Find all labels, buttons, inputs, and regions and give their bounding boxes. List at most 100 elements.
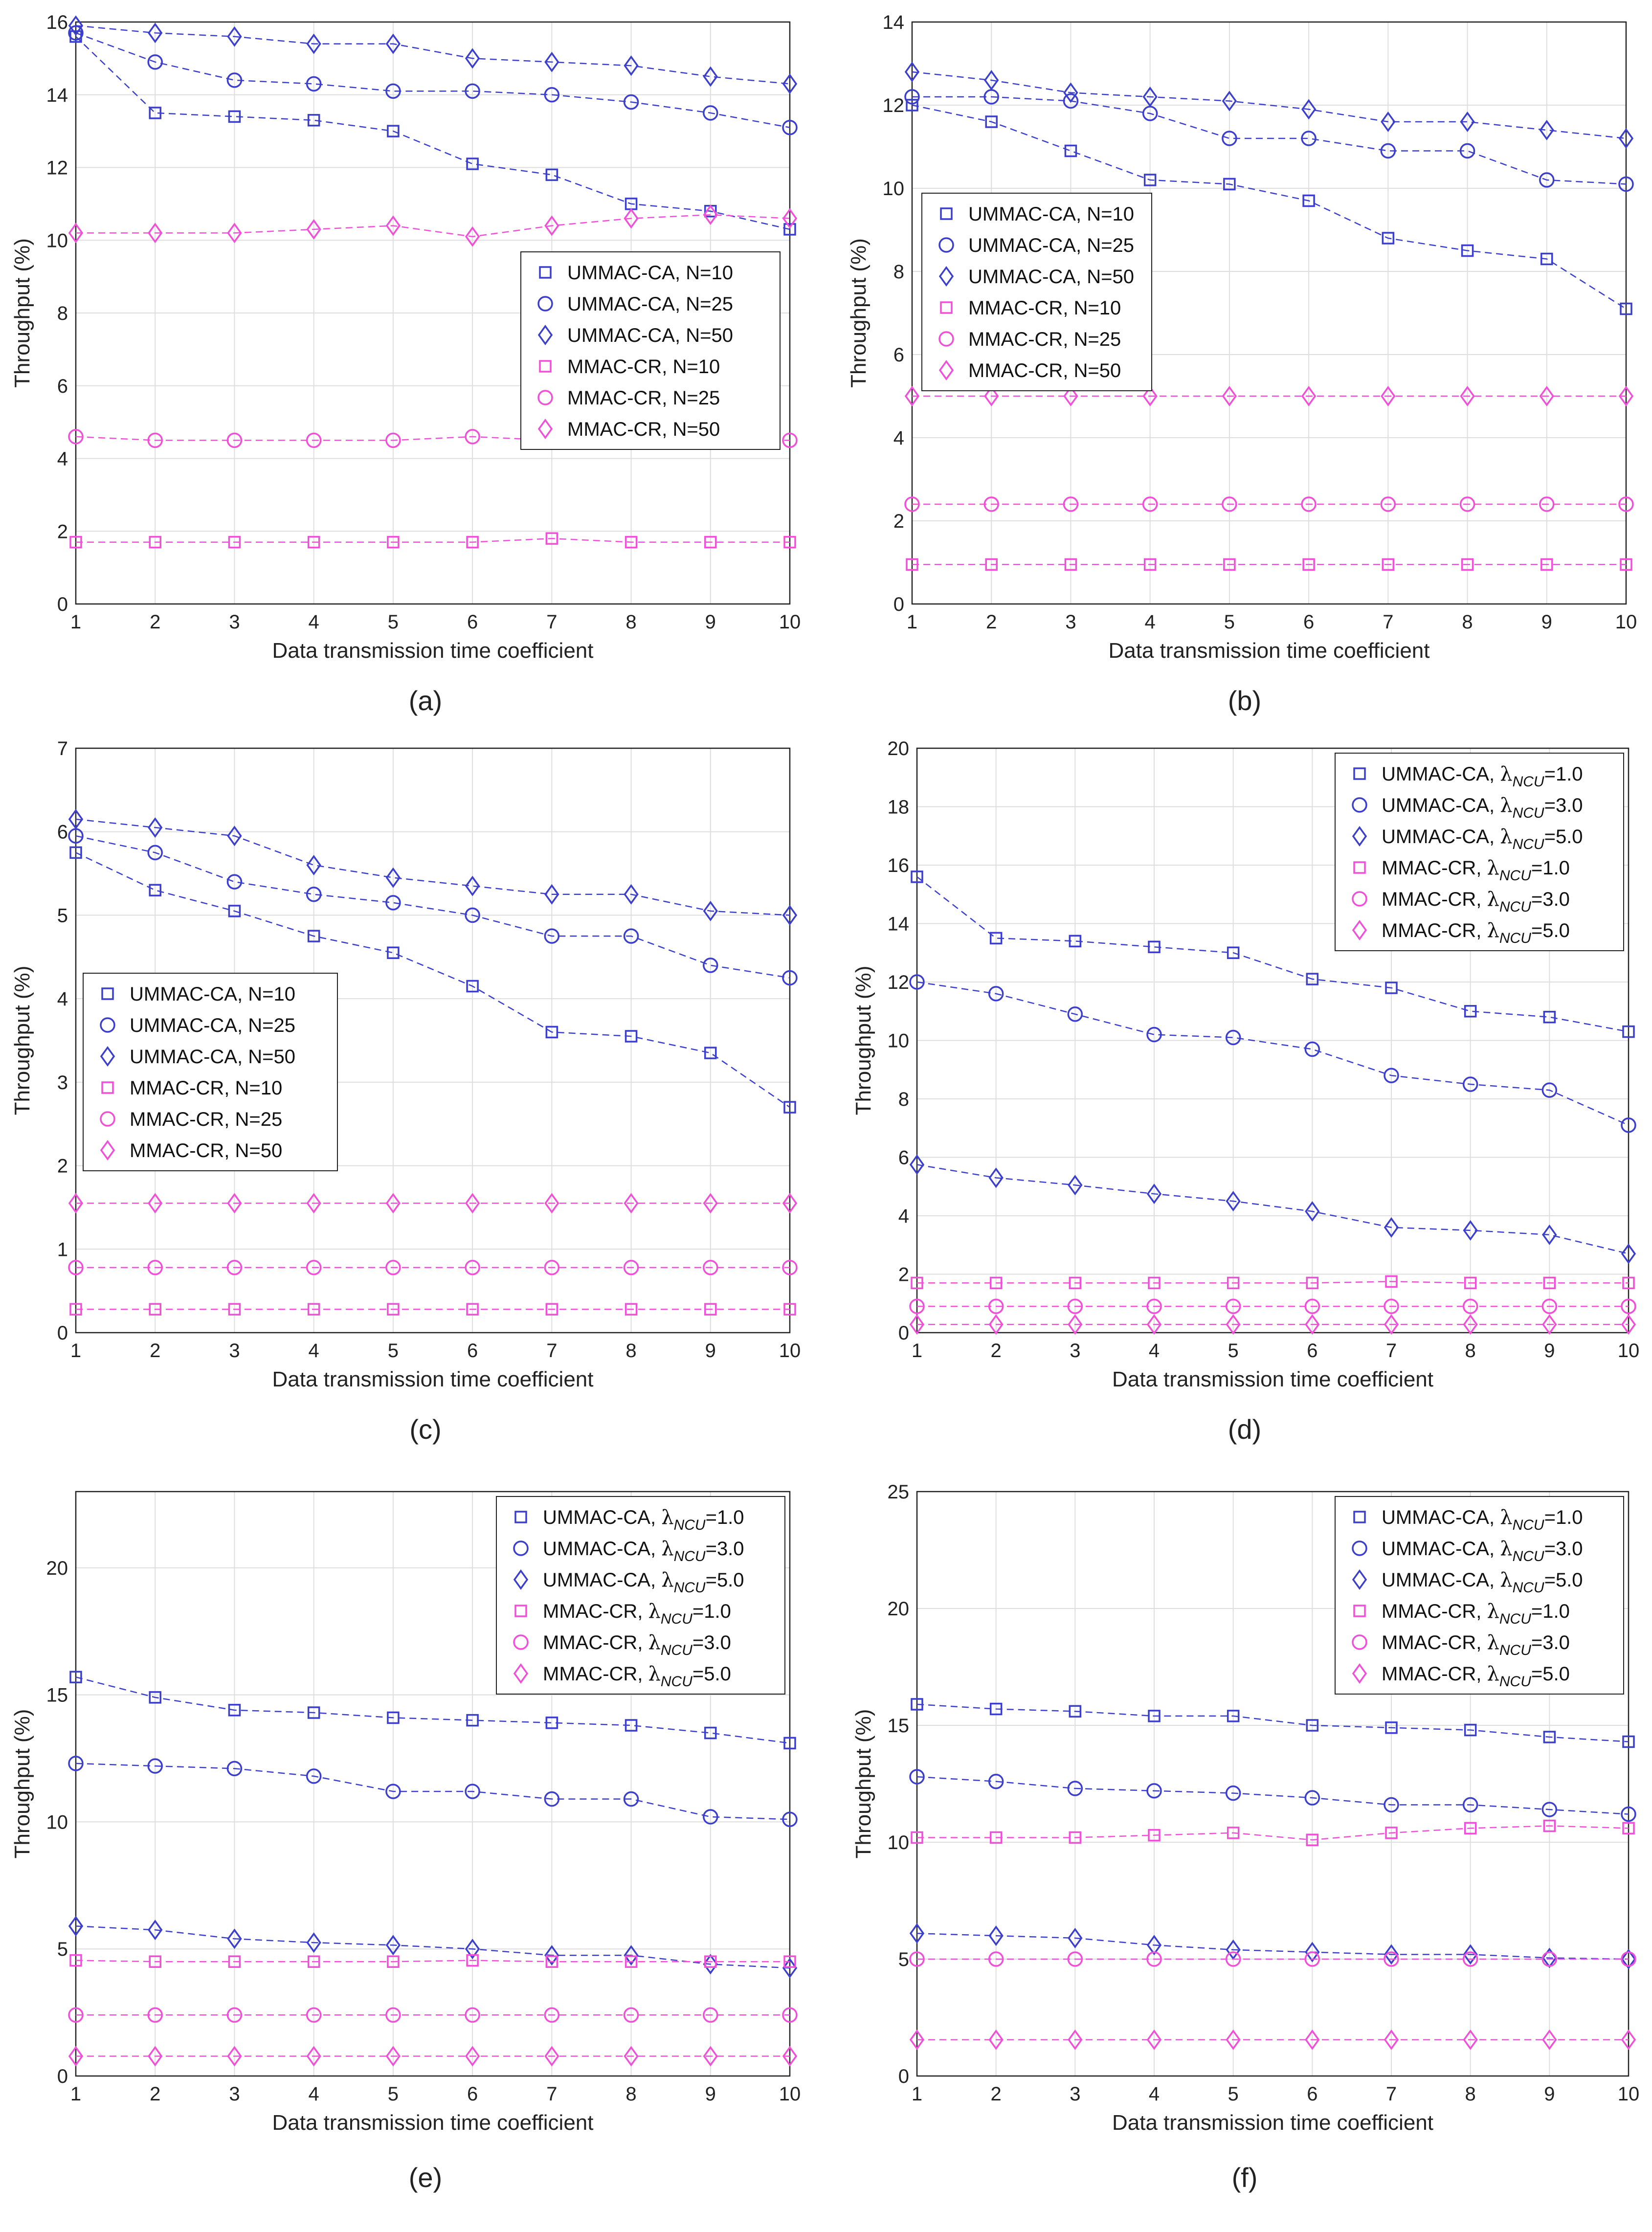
data-point [306, 1260, 322, 1275]
y-axis-label: Throughput (%) [851, 966, 875, 1116]
data-point [624, 55, 639, 76]
data-point [465, 429, 480, 445]
y-tick-label: 2 [893, 511, 904, 532]
data-point [307, 1303, 320, 1316]
data-point [1462, 1076, 1478, 1092]
data-point [625, 1303, 638, 1316]
data-point [385, 895, 401, 911]
x-tick-label: 4 [1149, 1340, 1160, 1362]
data-point [1068, 1927, 1083, 1948]
x-tick-label: 5 [1224, 611, 1235, 633]
data-point [783, 536, 796, 549]
data-point [307, 1955, 320, 1968]
legend-marker [100, 1017, 115, 1033]
series-ummac-diamond [909, 1154, 1636, 1264]
data-point [1621, 1951, 1636, 1967]
legend-marker [539, 266, 552, 279]
data-point [1622, 1735, 1635, 1748]
series-line [75, 852, 790, 1108]
data-point [1459, 143, 1475, 159]
x-tick-label: 8 [625, 611, 636, 633]
data-point [1385, 1827, 1398, 1839]
legend-label: UMMAC-CA, N=25 [130, 1015, 295, 1036]
legend-label: MMAC-CR, λNCU=3.0 [1382, 888, 1570, 915]
data-point [1301, 131, 1317, 146]
data-point [1385, 1275, 1398, 1288]
x-tick-label: 6 [1307, 2083, 1317, 2105]
legend-label: UMMAC-CA, N=50 [567, 325, 733, 346]
data-point [623, 928, 639, 944]
data-point [465, 875, 480, 896]
x-tick-label: 6 [467, 611, 478, 633]
x-tick-label: 6 [1303, 611, 1314, 633]
legend-marker [1353, 861, 1366, 874]
data-point [1541, 1298, 1558, 1314]
legend-label: MMAC-CR, N=10 [567, 356, 720, 378]
data-point [988, 1951, 1004, 1967]
legend-label: UMMAC-CA, N=10 [567, 262, 733, 284]
y-tick-label: 10 [46, 1811, 68, 1833]
data-point [306, 432, 322, 448]
data-point [307, 536, 320, 549]
legend-label: MMAC-CR, N=10 [130, 1077, 282, 1099]
x-tick-label: 1 [70, 611, 81, 633]
x-tick-label: 1 [912, 2083, 922, 2105]
x-tick-label: 8 [1462, 611, 1473, 633]
data-point [68, 2046, 84, 2067]
data-point [909, 2029, 925, 2050]
legend-label: MMAC-CR, λNCU=3.0 [1382, 1631, 1570, 1658]
y-tick-label: 25 [888, 1481, 910, 1503]
data-point [385, 1784, 401, 1799]
data-point [1301, 386, 1317, 406]
data-point [703, 2046, 718, 2067]
data-point [782, 2046, 798, 2067]
legend-label: MMAC-CR, N=50 [130, 1140, 282, 1161]
data-point [624, 2046, 639, 2067]
y-tick-label: 16 [888, 855, 910, 876]
data-point [623, 1260, 639, 1275]
x-tick-label: 4 [1149, 2083, 1160, 2105]
data-point [1462, 1797, 1478, 1813]
x-tick-label: 8 [625, 2083, 636, 2105]
data-point [466, 1303, 479, 1316]
data-point [1143, 558, 1157, 571]
data-point [1384, 1298, 1399, 1314]
series-line [916, 1933, 1629, 1960]
data-point [625, 1719, 638, 1732]
data-point [306, 76, 322, 92]
x-tick-label: 1 [912, 1340, 922, 1362]
data-point [1540, 252, 1553, 266]
legend-label: MMAC-CR, λNCU=1.0 [543, 1600, 731, 1627]
data-point [1384, 1951, 1399, 1967]
series-ummac-square [69, 30, 796, 236]
data-point [782, 208, 798, 229]
legend-marker [1352, 1634, 1367, 1650]
data-point [1384, 1797, 1399, 1813]
legend-label: MMAC-CR, N=25 [968, 329, 1121, 350]
data-point [909, 1923, 925, 1944]
series-ummac-diamond [68, 15, 798, 94]
x-tick-label: 2 [986, 611, 997, 633]
data-point [1225, 1951, 1241, 1967]
data-point [1306, 1833, 1319, 1846]
data-point [147, 845, 163, 861]
x-tick-label: 3 [229, 1340, 240, 1362]
data-point [1223, 178, 1236, 191]
data-point [909, 1298, 925, 1314]
y-tick-label: 0 [57, 2066, 68, 2087]
data-point [1069, 935, 1082, 948]
data-point [1461, 244, 1474, 257]
data-point [544, 2007, 560, 2023]
data-point [306, 33, 321, 54]
chart-panel-e: 1 2 3 4 5 6 7 8 9 10 0 5 10 15 20 Data transmission tim… [10, 1491, 801, 2135]
data-point [466, 980, 479, 993]
legend-label: UMMAC-CA, N=25 [968, 235, 1134, 256]
data-point [149, 1691, 161, 1704]
series-line [75, 818, 790, 916]
data-point [306, 1768, 322, 1784]
legend-marker [101, 1081, 114, 1094]
data-point [1064, 558, 1077, 571]
series-ummac-circle [909, 974, 1636, 1133]
